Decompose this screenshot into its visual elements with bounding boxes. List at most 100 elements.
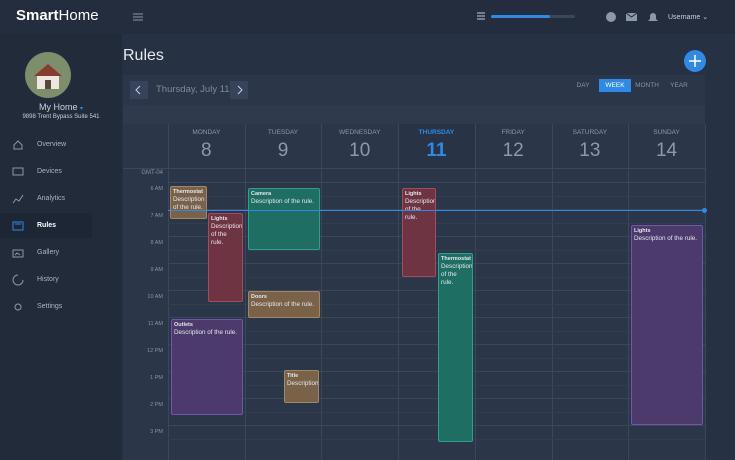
event-title: Lights <box>634 228 651 234</box>
event[interactable]: Doors Description of the rule. <box>248 291 320 318</box>
top-bar: SmartHome Username ⌄ <box>0 0 735 34</box>
logo-light: Home <box>58 7 99 24</box>
home-name-text: My Home <box>38 102 78 112</box>
event-title: Doors <box>251 294 267 300</box>
event[interactable]: Thermostat Description of the rule. <box>170 186 207 219</box>
day-name: THURSDAY <box>418 129 455 136</box>
hour-line <box>168 398 705 399</box>
prev-button[interactable] <box>130 81 148 99</box>
time-label: 11 AM <box>147 321 163 327</box>
nav-icon <box>14 303 22 311</box>
event-description: Description of the rule. <box>441 262 473 286</box>
day-date: 10 <box>349 140 371 161</box>
half-hour-line <box>168 330 705 332</box>
view-button[interactable]: YEAR <box>670 82 688 89</box>
time-label: 1 PM <box>150 375 163 381</box>
hour-line <box>168 236 705 237</box>
logo-bold: Smart <box>16 7 59 24</box>
event-description: Description of the rule. <box>634 234 697 242</box>
event[interactable]: Outlets Description of the rule. <box>171 319 243 415</box>
time-label: 2 PM <box>150 402 163 408</box>
username-text: Username <box>668 14 701 21</box>
day-date: 11 <box>426 140 447 161</box>
nav-item[interactable]: Devices <box>0 159 92 184</box>
nav-icon <box>12 249 24 258</box>
column-line <box>244 124 246 460</box>
nav-label: History <box>37 276 59 283</box>
nav-label: Devices <box>37 168 62 175</box>
nav-icon <box>12 274 24 286</box>
day-name: TUESDAY <box>267 129 299 136</box>
event-description: Description of the rule. <box>173 195 205 211</box>
day-header: MONDAY 8 <box>168 124 245 168</box>
view-button[interactable]: MONTH <box>635 82 659 89</box>
event[interactable]: Camera Description of the rule. <box>248 188 320 250</box>
add-button[interactable] <box>684 50 706 72</box>
column-line <box>704 124 706 460</box>
date-label: Thursday, July 11 <box>156 84 230 95</box>
half-hour-line <box>168 276 705 278</box>
nav-item[interactable]: Gallery <box>0 240 92 265</box>
time-label: 6 AM <box>150 186 163 192</box>
column-line <box>551 124 553 460</box>
calendar: Thursday, July 11 DAY WEEK MONTH YEAR MONDA… <box>123 75 707 460</box>
day-name: SATURDAY <box>572 129 608 136</box>
day-date: 8 <box>201 140 212 161</box>
nav-icon <box>12 167 24 176</box>
day-name: FRIDAY <box>501 129 525 136</box>
hour-line <box>168 425 705 426</box>
event[interactable]: Thermostat Description of the rule. <box>438 253 473 442</box>
nav-item[interactable]: Analytics <box>0 186 92 211</box>
nav-item[interactable]: Settings <box>0 294 92 319</box>
event[interactable]: Title Description <box>284 370 319 403</box>
half-hour-line <box>168 384 705 386</box>
username[interactable]: Username ⌄ <box>668 14 709 21</box>
time-label: 9 AM <box>150 267 163 273</box>
menu-icon[interactable] <box>132 12 144 22</box>
half-hour-line <box>168 438 705 440</box>
header-line <box>123 168 705 169</box>
nav-icon <box>13 140 23 150</box>
nav-label: Gallery <box>37 249 60 256</box>
nav-label: Analytics <box>37 195 66 202</box>
page-title: Rules <box>123 47 164 64</box>
week-grid: MONDAY 8 TUESDAY 9 WEDNESDAY 10 THURSDAY 11 FRID… <box>123 75 707 460</box>
view-button[interactable]: DAY <box>576 82 590 89</box>
nav-icon <box>12 221 24 231</box>
day-header: THURSDAY 11 <box>398 124 475 168</box>
event-description: Description <box>287 379 319 387</box>
column-line <box>321 124 323 460</box>
event-description: Description of the rule. <box>251 197 314 205</box>
time-label: 12 PM <box>147 348 163 354</box>
event-description: Description of the rule. <box>174 328 237 336</box>
header-band <box>123 105 705 124</box>
half-hour-line <box>168 303 705 305</box>
day-date: 13 <box>579 140 601 161</box>
hour-line <box>168 371 705 372</box>
nav-item[interactable]: Rules <box>0 213 92 238</box>
logo: SmartHome <box>16 7 99 24</box>
event-title: Lights <box>405 191 422 197</box>
day-name: SUNDAY <box>653 129 680 136</box>
column-line <box>474 124 476 460</box>
nav-item[interactable]: History <box>0 267 92 292</box>
day-date: 9 <box>277 140 289 161</box>
event-description: Description of the rule. <box>405 197 436 221</box>
nav-item[interactable]: Overview <box>0 132 92 157</box>
event-title: Thermostat <box>441 256 471 262</box>
now-line <box>168 210 705 211</box>
event-title: Thermostat <box>173 189 203 195</box>
half-hour-line <box>168 411 705 413</box>
time-label: 7 AM <box>150 213 163 219</box>
nav-label: Settings <box>37 303 63 310</box>
nav-icon <box>12 194 24 204</box>
view-button[interactable]: WEEK <box>599 79 631 92</box>
next-button[interactable] <box>230 81 248 99</box>
event-title: Lights <box>211 216 228 222</box>
column-line <box>168 124 169 460</box>
header-icons[interactable] <box>605 11 660 23</box>
